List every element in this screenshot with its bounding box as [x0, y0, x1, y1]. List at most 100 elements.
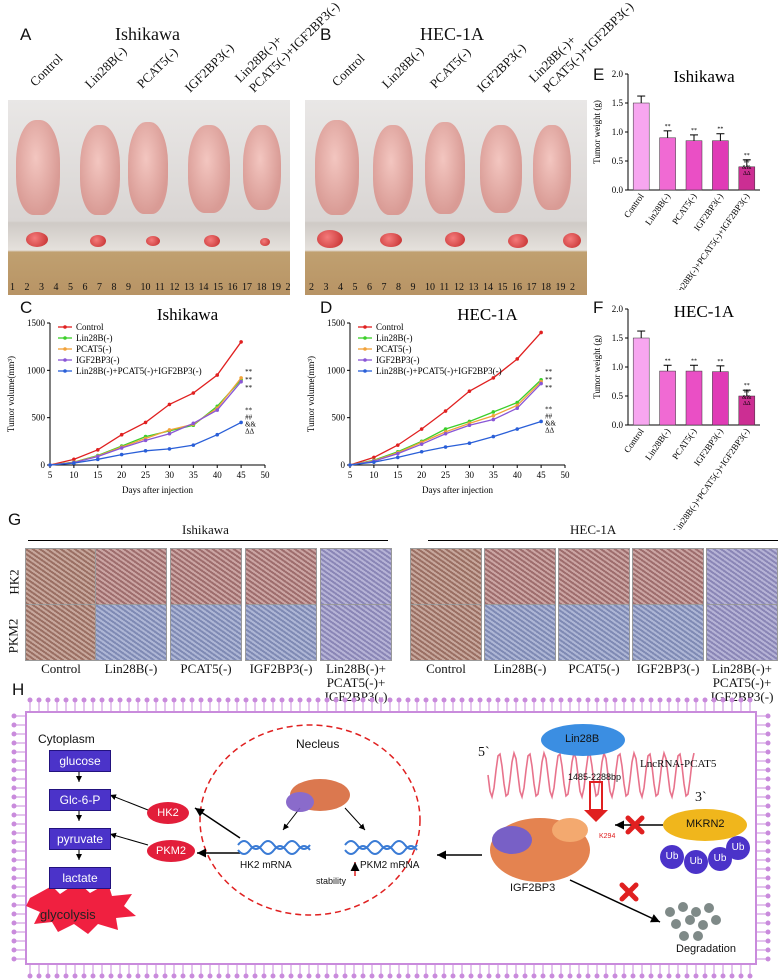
y-axis-label: Tumor volume(mm³): [6, 356, 16, 432]
ihc-image: [95, 604, 167, 661]
g-hec-rule: [428, 540, 778, 541]
ruler-number: 3: [39, 282, 44, 293]
data-point: [167, 402, 172, 407]
ruler-number: 4: [338, 282, 343, 293]
x-tick-label: 40: [513, 470, 523, 480]
data-point: [119, 452, 124, 457]
x-axis-label: Days after injection: [122, 485, 193, 495]
data-point: [491, 410, 496, 414]
y-tick-label: 1000: [327, 365, 346, 375]
igf2bp3-protein-cytoplasm: [490, 818, 590, 882]
hk2-mrna-helix: [237, 840, 311, 850]
nucleus-label: Necleus: [296, 737, 340, 751]
chart-title: Ishikawa: [157, 305, 219, 324]
ruler-number: 9: [126, 282, 131, 293]
ruler-number: 10: [140, 282, 151, 293]
ihc-group-label: Lin28B(-)+ PCAT5(-)+ IGF2BP3(-): [324, 661, 388, 704]
sig-mark: **: [245, 384, 253, 392]
data-point: [95, 448, 100, 452]
ruler-number: 13: [184, 282, 194, 293]
x-tick-label: 35: [489, 470, 499, 480]
category-label: PCAT5(-): [670, 191, 699, 226]
ihc-image: [558, 548, 630, 605]
bar-chart-ishikawa: Ishikawa 0.0 0.5 1.0 1.5 2.0 Tumor weight (g) C…: [592, 67, 760, 290]
category-label: Control: [622, 191, 646, 220]
data-point: [539, 419, 543, 424]
y-axis-label: Tumor volume(mm³): [306, 356, 316, 432]
ihc-image: [25, 548, 97, 605]
ruler-number: 15: [213, 282, 223, 293]
lncrna-pcat5-strand: [487, 750, 695, 800]
data-point: [167, 431, 172, 436]
data-point: [191, 443, 196, 447]
data-point: [72, 457, 76, 462]
data-point: [215, 432, 220, 437]
g-row-hk2: HK2: [6, 569, 22, 595]
ihc-group-label: PCAT5(-): [568, 661, 620, 676]
y-tick-label: 2.0: [612, 69, 624, 79]
ruler-number: 14: [483, 282, 493, 293]
ruler-number: 19: [555, 282, 566, 293]
legend-entry: Lin28B(-): [76, 333, 113, 343]
sig-mark: ##: [545, 412, 553, 420]
x-tick-label: 10: [369, 470, 379, 480]
mechanism-diagram: [11, 697, 771, 979]
igf2bp3-label: IGF2BP3: [510, 882, 556, 894]
data-point: [515, 427, 520, 431]
panel-label-e: E: [593, 65, 605, 84]
y-tick-label: 1.0: [612, 127, 624, 137]
ruler-number: 2: [24, 282, 30, 293]
sig-mark: **: [744, 383, 750, 389]
data-point: [419, 427, 424, 431]
lin28b-label: Lin28B: [565, 733, 600, 745]
ihc-group-label: Control: [426, 661, 466, 676]
y-tick-label: 1.0: [612, 362, 624, 372]
glycolysis-burst: [26, 882, 136, 934]
y-tick-label: 0: [41, 460, 46, 470]
data-point: [239, 379, 243, 384]
bar: [632, 337, 650, 426]
cell-membrane: [11, 697, 771, 979]
ruler-number: 2: [285, 282, 291, 293]
pathway-pyruvate: pyruvate: [49, 828, 111, 850]
data-point: [539, 330, 543, 335]
legend-entry: IGF2BP3(-): [376, 355, 420, 365]
data-point: [395, 451, 400, 456]
y-tick-label: 0.5: [612, 391, 624, 401]
bar: [659, 370, 676, 426]
series-line: [349, 381, 542, 466]
ruler-number: 13: [468, 282, 479, 293]
data-point: [515, 400, 520, 405]
panel-label-a: A: [20, 25, 32, 44]
g-hec-header: HEC-1A: [570, 522, 617, 537]
ihc-group-label: Lin28B(-)+ PCAT5(-)+ IGF2BP3(-): [710, 661, 774, 704]
data-point: [167, 428, 172, 432]
bp-range-label: 1485-2288bp: [568, 772, 622, 782]
ruler-number: 14: [198, 282, 209, 293]
data-point: [467, 423, 472, 428]
sig-mark: ΔΔ: [743, 401, 751, 407]
data-point: [143, 449, 148, 453]
data-point: [491, 417, 496, 422]
chart-title: HEC-1A: [457, 305, 518, 324]
data-point: [167, 447, 172, 451]
mice-photo-hec1a: 2 3 4 5 6 7 8 9 10 11 12 13 14 15 16 17 18 19 2: [305, 100, 587, 295]
data-point: [467, 389, 472, 393]
y-tick-label: 0.0: [612, 420, 624, 430]
sig-mark: **: [665, 358, 671, 364]
y-tick-label: 1.5: [612, 98, 624, 108]
y-tick-label: 2.0: [612, 304, 624, 314]
degradation-dots: [665, 902, 721, 941]
y-axis-label: Tumor weight (g): [592, 335, 602, 399]
panel-a-title: Ishikawa: [115, 24, 180, 44]
legend-entry: IGF2BP3(-): [76, 355, 120, 365]
panel-label-d: D: [320, 298, 333, 317]
sig-mark: ΔΔ: [245, 427, 255, 435]
ihc-image: [484, 548, 556, 605]
x-tick-label: 45: [537, 470, 547, 480]
panel-label-f: F: [593, 298, 604, 317]
ruler-number: 19: [271, 282, 281, 293]
category-label: Lin28B(-): [643, 191, 672, 227]
three-prime: 3`: [695, 790, 707, 805]
k294-label: K294: [599, 833, 616, 840]
